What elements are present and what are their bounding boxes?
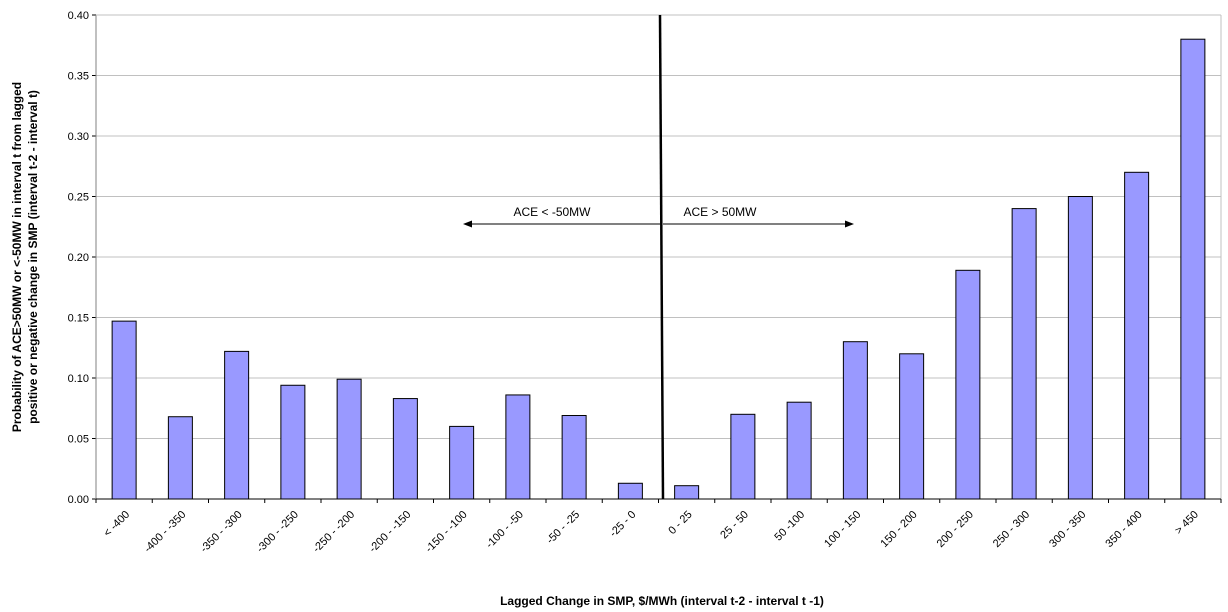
x-tick-label: 150 - 200 (878, 509, 919, 550)
bar (1180, 38, 1206, 500)
x-tick-label: 50 -100 (772, 509, 807, 544)
y-tick-label: 0.15 (68, 313, 89, 325)
annotations: ACE < -50MW ACE > 50MW (463, 205, 854, 228)
bar (449, 425, 475, 500)
x-tick-label: -150 - -100 (423, 509, 470, 556)
bar (786, 401, 812, 500)
x-tick-label: > 450 (1173, 509, 1201, 537)
zero-divider-line (658, 14, 665, 500)
x-tick-label: 250 - 300 (991, 509, 1032, 550)
x-tick-label: 25 - 50 (718, 509, 751, 542)
y-tick-label: 0.10 (68, 373, 89, 385)
bar (224, 350, 250, 500)
bar (842, 341, 868, 500)
bar (730, 413, 756, 500)
right-arrowhead (845, 220, 854, 228)
y-axis-title-line-1: Probability of ACE>50MW or <-50MW in int… (10, 82, 24, 432)
bar (336, 378, 362, 500)
y-tick-label: 0.05 (68, 434, 89, 446)
zero-divider (658, 14, 665, 500)
x-tick-label: -25 - 0 (608, 509, 639, 540)
bar (674, 485, 700, 500)
bars (111, 38, 1206, 500)
bar (111, 320, 137, 500)
x-tick-label: -100 - -50 (484, 509, 526, 551)
x-tick-label: -400 - -350 (142, 509, 189, 556)
x-tick-label: -200 - -150 (367, 509, 414, 556)
x-tick-label: 300 - 350 (1047, 509, 1088, 550)
y-tick-label: 0.30 (68, 131, 89, 143)
x-tick-labels: < -400 -400 - -350 -350 - -300 -300 - -250-… (101, 509, 1201, 556)
annotation-left-label: ACE < -50MW (513, 205, 591, 219)
x-tick-label: -300 - -250 (254, 509, 301, 556)
x-tick-label: -50 - -25 (544, 509, 582, 547)
y-axis-title-line-2: positive or negative change in SMP (inte… (26, 90, 40, 424)
axes (92, 14, 1222, 503)
x-tick-label: < -400 (101, 509, 132, 540)
y-tick-label: 0.20 (68, 252, 89, 264)
x-axis-title: Lagged Change in SMP, $/MWh (interval t-… (500, 594, 824, 608)
x-tick-label: 0 - 25 (666, 509, 694, 537)
x-tick-label: 200 - 250 (935, 509, 976, 550)
y-tick-labels: 0.00 0.05 0.10 0.15 0.20 0.25 0.30 0.35 0.40 (68, 10, 89, 506)
bar (955, 269, 981, 500)
gridlines (96, 14, 1221, 439)
left-arrowhead (463, 220, 472, 228)
x-tick-label: -350 - -300 (198, 509, 245, 556)
y-tick-label: 0.35 (68, 71, 89, 83)
bar (392, 398, 418, 500)
bar (561, 415, 587, 500)
y-tick-label: 0.00 (68, 494, 89, 506)
bar (505, 394, 531, 500)
x-tick-label: 350 - 400 (1103, 509, 1144, 550)
bar (280, 384, 306, 500)
bar (899, 353, 925, 500)
y-tick-label: 0.25 (68, 192, 89, 204)
bar (1067, 196, 1093, 500)
bar (1011, 208, 1037, 500)
x-tick-label: -250 - -200 (311, 509, 358, 556)
bar (1124, 171, 1150, 500)
bar (167, 416, 193, 500)
y-tick-label: 0.40 (68, 10, 89, 22)
annotation-right-label: ACE > 50MW (683, 205, 757, 219)
x-tick-label: 100 - 150 (822, 509, 863, 550)
bar (617, 482, 643, 500)
